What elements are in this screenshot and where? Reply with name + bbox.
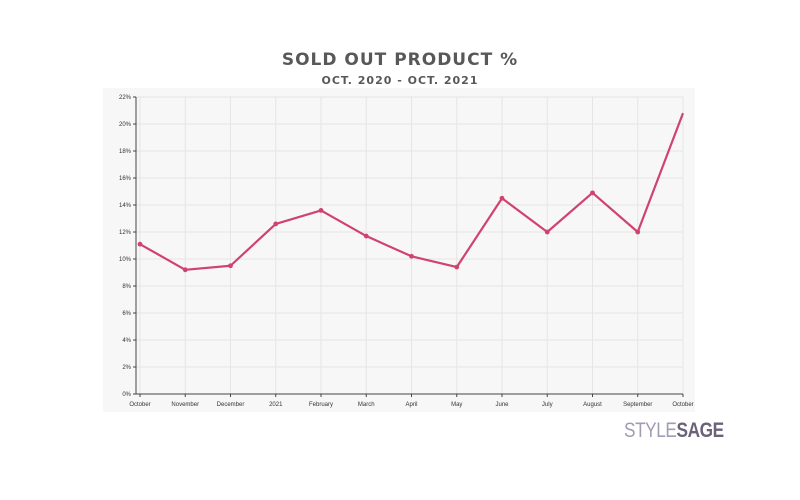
data-point <box>137 241 143 247</box>
y-tick-label: 12% <box>119 230 132 236</box>
x-tick-label: February <box>309 402 333 408</box>
y-tick-label: 4% <box>122 338 131 344</box>
logo-style-text: STYLE <box>624 419 677 442</box>
x-tick-label: April <box>405 402 417 408</box>
stylesage-logo: STYLESAGE <box>624 419 724 443</box>
data-point <box>454 264 460 270</box>
x-tick-label: November <box>171 402 199 408</box>
chart-svg: 0% 2% 4% 6% 8% 10% 12% 14% 16% 18% 20% 22% October No… <box>103 88 695 412</box>
data-point <box>590 190 595 196</box>
x-tick-label: June <box>495 402 509 408</box>
y-tick-label: 16% <box>119 176 132 182</box>
x-tick-label: October <box>129 402 150 408</box>
y-tick-label: 6% <box>122 311 131 317</box>
chart-title: SOLD OUT PRODUCT % <box>281 50 519 70</box>
x-tick-label: March <box>358 402 375 408</box>
y-tick-label: 0% <box>122 392 131 398</box>
y-tick-label: 18% <box>119 149 132 155</box>
chart-subtitle: OCT. 2020 - OCT. 2021 <box>321 74 479 87</box>
data-point <box>499 195 505 201</box>
x-tick-label: September <box>623 402 652 408</box>
x-tick-label: July <box>542 402 553 408</box>
y-tick-label: 14% <box>119 203 132 209</box>
data-point <box>409 253 414 259</box>
data-point <box>318 208 324 213</box>
y-tick-label: 8% <box>122 284 131 290</box>
logo-sage-text: SAGE <box>676 419 725 442</box>
y-tick-label: 2% <box>122 365 131 371</box>
x-tick-label: 2021 <box>269 402 283 408</box>
y-tick-label: 22% <box>119 95 132 101</box>
y-tick-label: 10% <box>119 257 132 263</box>
x-tick-label: October <box>672 402 693 408</box>
data-point <box>635 229 641 235</box>
data-point <box>228 263 233 269</box>
data-point <box>363 233 369 239</box>
x-tick-label: December <box>217 402 245 408</box>
x-tick-label: May <box>451 402 462 408</box>
data-point <box>544 229 550 235</box>
data-point <box>182 267 188 273</box>
x-tick-label: August <box>583 402 602 408</box>
line-chart: 0% 2% 4% 6% 8% 10% 12% 14% 16% 18% 20% 22% October No… <box>103 88 695 412</box>
data-point <box>273 221 279 227</box>
y-tick-label: 20% <box>119 122 132 128</box>
